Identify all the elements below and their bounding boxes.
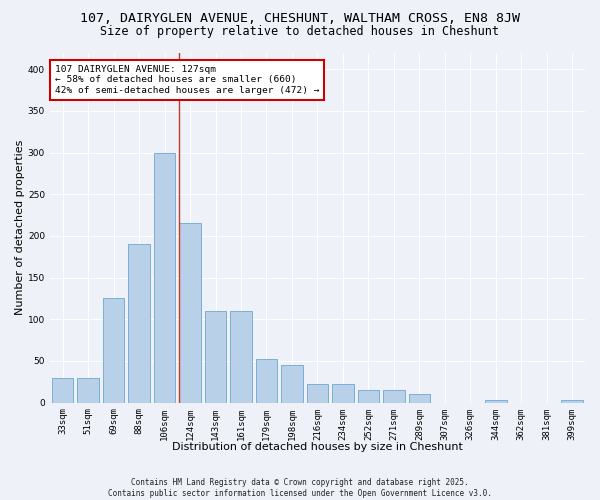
Bar — [52, 378, 73, 402]
Bar — [205, 311, 226, 402]
Bar — [332, 384, 354, 402]
Text: 107 DAIRYGLEN AVENUE: 127sqm
← 58% of detached houses are smaller (660)
42% of s: 107 DAIRYGLEN AVENUE: 127sqm ← 58% of de… — [55, 65, 319, 95]
Bar — [128, 244, 150, 402]
Bar — [103, 298, 124, 403]
Text: Size of property relative to detached houses in Cheshunt: Size of property relative to detached ho… — [101, 25, 499, 38]
Bar — [562, 400, 583, 402]
Bar — [154, 152, 175, 402]
Bar — [179, 224, 201, 402]
Bar — [383, 390, 405, 402]
Bar — [307, 384, 328, 402]
Text: 107, DAIRYGLEN AVENUE, CHESHUNT, WALTHAM CROSS, EN8 8JW: 107, DAIRYGLEN AVENUE, CHESHUNT, WALTHAM… — [80, 12, 520, 26]
Bar — [256, 360, 277, 403]
Bar — [485, 400, 506, 402]
X-axis label: Distribution of detached houses by size in Cheshunt: Distribution of detached houses by size … — [172, 442, 463, 452]
Bar — [358, 390, 379, 402]
Bar — [281, 365, 303, 403]
Bar — [409, 394, 430, 402]
Bar — [77, 378, 99, 402]
Y-axis label: Number of detached properties: Number of detached properties — [15, 140, 25, 315]
Bar — [230, 311, 252, 402]
Text: Contains HM Land Registry data © Crown copyright and database right 2025.
Contai: Contains HM Land Registry data © Crown c… — [108, 478, 492, 498]
